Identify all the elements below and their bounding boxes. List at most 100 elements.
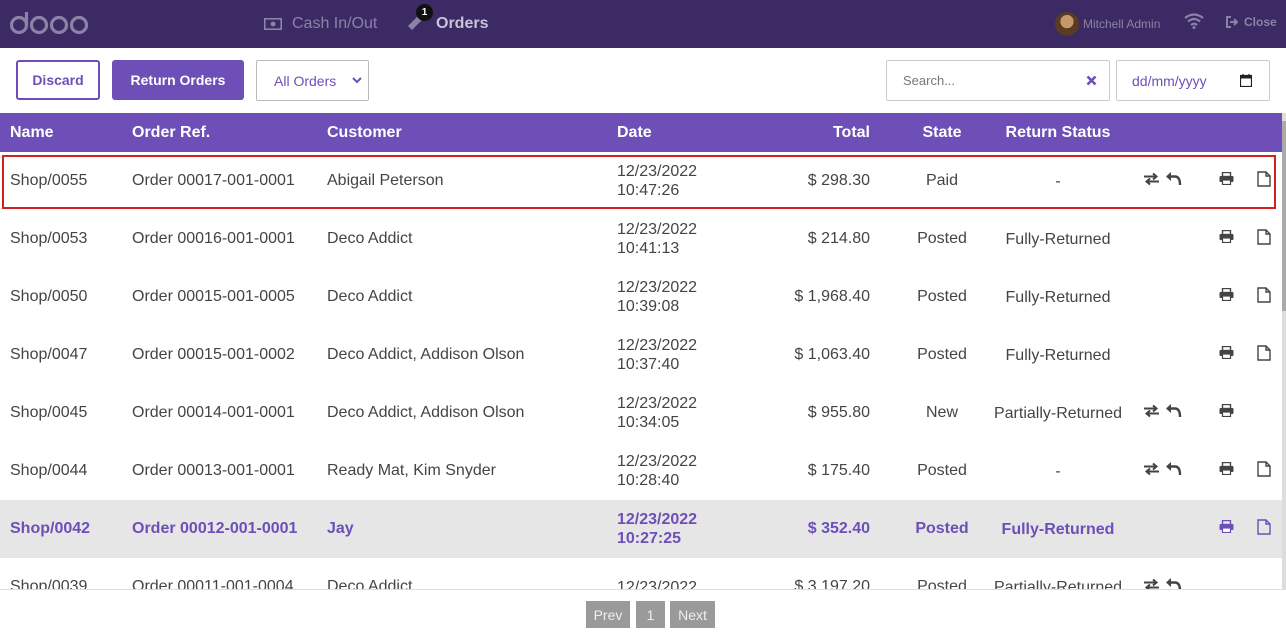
exchange-icon[interactable]	[1143, 462, 1160, 481]
table-row[interactable]: Shop/0044 Order 00013-001-0001 Ready Mat, …	[0, 442, 1282, 500]
return-icon[interactable]	[1165, 171, 1182, 191]
cell-state: Posted	[917, 578, 967, 589]
file-icon	[1257, 344, 1271, 366]
cell-state: Posted	[917, 288, 967, 305]
print-icon	[1219, 287, 1234, 306]
invoice-button[interactable]	[1257, 442, 1271, 500]
orders-filter-select[interactable]: All Orders	[256, 60, 369, 101]
cell-name: Shop/0042	[10, 520, 91, 537]
cell-date-time: 10:27:25	[617, 530, 682, 547]
invoice-button[interactable]	[1257, 210, 1271, 268]
table-row[interactable]: Shop/0055 Order 00017-001-0001 Abigail Pet…	[0, 152, 1282, 210]
cell-date: 12/23/2022 10:41:13	[617, 210, 727, 268]
cell-customer: Deco Addict	[327, 578, 413, 589]
invoice-button[interactable]	[1257, 268, 1271, 326]
return-icon[interactable]	[1165, 403, 1182, 423]
cell-state: Posted	[917, 462, 967, 479]
return-orders-button[interactable]: Return Orders	[112, 60, 244, 100]
exchange-icon[interactable]	[1143, 578, 1160, 589]
return-actions	[1143, 152, 1182, 210]
search-input[interactable]	[903, 73, 1073, 88]
table-row[interactable]: Shop/0045 Order 00014-001-0001 Deco Addict…	[0, 384, 1282, 442]
user-menu[interactable]: Mitchell Admin	[1055, 12, 1160, 36]
sign-out-icon	[1226, 16, 1239, 28]
exchange-icon[interactable]	[1143, 172, 1160, 191]
invoice-button[interactable]	[1257, 152, 1271, 210]
return-icon[interactable]	[1165, 577, 1182, 589]
cell-name: Shop/0045	[10, 404, 88, 421]
cell-date-day: 12/23/2022	[617, 163, 698, 180]
print-receipt-button[interactable]	[1219, 268, 1234, 326]
print-receipt-button[interactable]	[1219, 500, 1234, 558]
file-icon	[1257, 460, 1271, 482]
cell-date-day: 12/23/2022	[617, 395, 698, 412]
search-box	[886, 60, 1110, 101]
header-state[interactable]: State	[922, 123, 962, 141]
header-return-status[interactable]: Return Status	[1005, 124, 1111, 141]
table-row[interactable]: Shop/0039 Order 00011-001-0004 Deco Addict…	[0, 558, 1282, 589]
cell-total: $ 352.40	[807, 520, 870, 537]
header-order-ref[interactable]: Order Ref.	[132, 123, 211, 141]
header-name[interactable]: Name	[10, 123, 54, 141]
cell-date-time: 10:41:13	[617, 240, 680, 257]
date-placeholder: dd/mm/yyyy	[1132, 73, 1207, 89]
nav-cash-in-out[interactable]: Cash In/Out	[264, 0, 377, 48]
table-scrollbar[interactable]	[1282, 113, 1286, 589]
print-icon	[1219, 171, 1234, 190]
table-row[interactable]: Shop/0047 Order 00015-001-0002 Deco Addict…	[0, 326, 1282, 384]
discard-button[interactable]: Discard	[16, 60, 100, 100]
cell-name: Shop/0044	[10, 462, 88, 479]
odoo-logo	[10, 12, 89, 35]
nav-orders[interactable]: 1 Orders	[406, 0, 488, 48]
calendar-icon[interactable]	[1240, 74, 1252, 87]
invoice-button[interactable]	[1257, 326, 1271, 384]
cell-return-status: Partially-Returned	[993, 404, 1123, 422]
close-button[interactable]: Close	[1226, 15, 1277, 29]
cell-total: $ 955.80	[807, 404, 870, 421]
print-icon	[1219, 229, 1234, 248]
table-row[interactable]: Shop/0053 Order 00016-001-0001 Deco Addict…	[0, 210, 1282, 268]
header-date[interactable]: Date	[617, 124, 652, 141]
invoice-button[interactable]	[1257, 500, 1271, 558]
cell-date: 12/23/2022 10:28:40	[617, 442, 727, 500]
orders-table-header: Name Order Ref. Customer Date Total Stat…	[0, 113, 1282, 152]
wifi-icon	[1184, 13, 1204, 29]
date-filter-field[interactable]: dd/mm/yyyy	[1116, 60, 1270, 101]
print-receipt-button[interactable]	[1219, 210, 1234, 268]
exchange-icon[interactable]	[1143, 404, 1160, 423]
user-name: Mitchell Admin	[1083, 17, 1161, 31]
cell-customer: Abigail Peterson	[327, 172, 444, 189]
cell-date-time: 10:28:40	[617, 472, 680, 489]
print-receipt-button[interactable]	[1219, 384, 1234, 442]
cell-customer: Deco Addict, Addison Olson	[327, 346, 525, 363]
print-receipt-button[interactable]	[1219, 152, 1234, 210]
header-customer[interactable]: Customer	[327, 123, 402, 141]
row-selection-outline	[2, 155, 1276, 209]
print-icon	[1219, 461, 1234, 480]
return-icon[interactable]	[1165, 461, 1182, 481]
table-row[interactable]: Shop/0050 Order 00015-001-0005 Deco Addict…	[0, 268, 1282, 326]
cell-date: 12/23/2022 10:39:08	[617, 268, 727, 326]
scrollbar-thumb[interactable]	[1282, 121, 1286, 311]
return-actions	[1143, 384, 1182, 442]
nav-orders-label: Orders	[436, 15, 489, 32]
cell-name: Shop/0053	[10, 230, 88, 247]
cell-return-status: -	[1055, 172, 1061, 190]
print-receipt-button[interactable]	[1219, 442, 1234, 500]
clear-search-icon[interactable]	[1086, 75, 1097, 86]
prev-page-button[interactable]: Prev	[586, 601, 630, 628]
cell-state: Posted	[917, 346, 967, 363]
table-row[interactable]: Shop/0042 Order 00012-001-0001 Jay 12/23/20…	[0, 500, 1282, 558]
header-total[interactable]: Total	[832, 123, 870, 141]
next-page-button[interactable]: Next	[670, 601, 715, 628]
print-receipt-button[interactable]	[1219, 326, 1234, 384]
orders-count-badge: 1	[416, 3, 433, 21]
cell-order-ref: Order 00015-001-0005	[132, 288, 295, 305]
file-icon	[1257, 228, 1271, 250]
cell-date-day: 12/23/2022	[617, 337, 698, 354]
cell-customer: Deco Addict, Addison Olson	[327, 404, 525, 421]
top-bar: Cash In/Out 1 Orders Mitchell Admin Clos…	[0, 0, 1286, 48]
page-number[interactable]: 1	[636, 601, 665, 628]
cell-total: $ 214.80	[807, 230, 870, 247]
cell-state: Posted	[915, 520, 969, 537]
